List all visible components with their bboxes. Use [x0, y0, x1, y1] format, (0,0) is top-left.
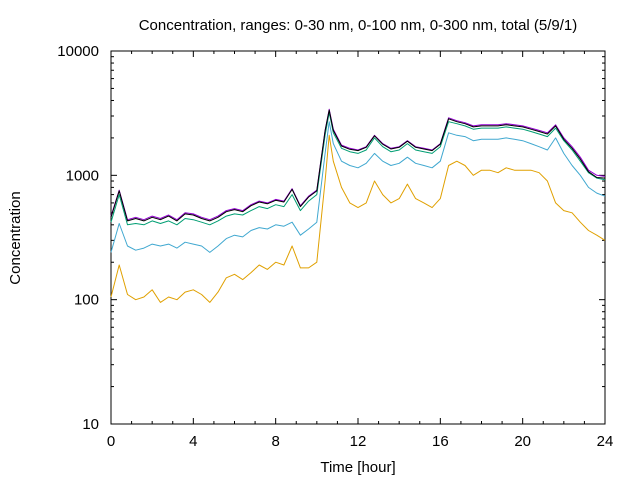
series-line-1: [110, 121, 606, 253]
plot-frame: [110, 50, 606, 425]
y-tick-label: 10000: [57, 43, 99, 60]
x-tick-label: 12: [350, 433, 367, 450]
x-tick-label: 8: [271, 433, 279, 450]
x-tick-label: 0: [107, 433, 115, 450]
series-line-3: [110, 108, 606, 221]
series-layer: [110, 108, 606, 303]
x-tick-label: 20: [514, 433, 531, 450]
tick-layer: 0 4 8 12 16 20 24 10 100 1000 10000: [57, 43, 613, 450]
y-tick-label: 10: [82, 416, 99, 433]
series-line-4: [110, 109, 606, 222]
x-tick-label: 24: [597, 433, 614, 450]
x-tick-label: 4: [189, 433, 197, 450]
x-tick-label: 16: [432, 433, 449, 450]
y-tick-label: 100: [74, 292, 99, 309]
y-axis-label: Concentration: [7, 191, 24, 284]
x-axis-label: Time [hour]: [320, 459, 395, 476]
y-tick-label: 1000: [66, 167, 99, 184]
series-line-2: [110, 112, 606, 226]
chart-title: Concentration, ranges: 0-30 nm, 0-100 nm…: [139, 17, 578, 34]
series-line-0: [110, 134, 606, 303]
